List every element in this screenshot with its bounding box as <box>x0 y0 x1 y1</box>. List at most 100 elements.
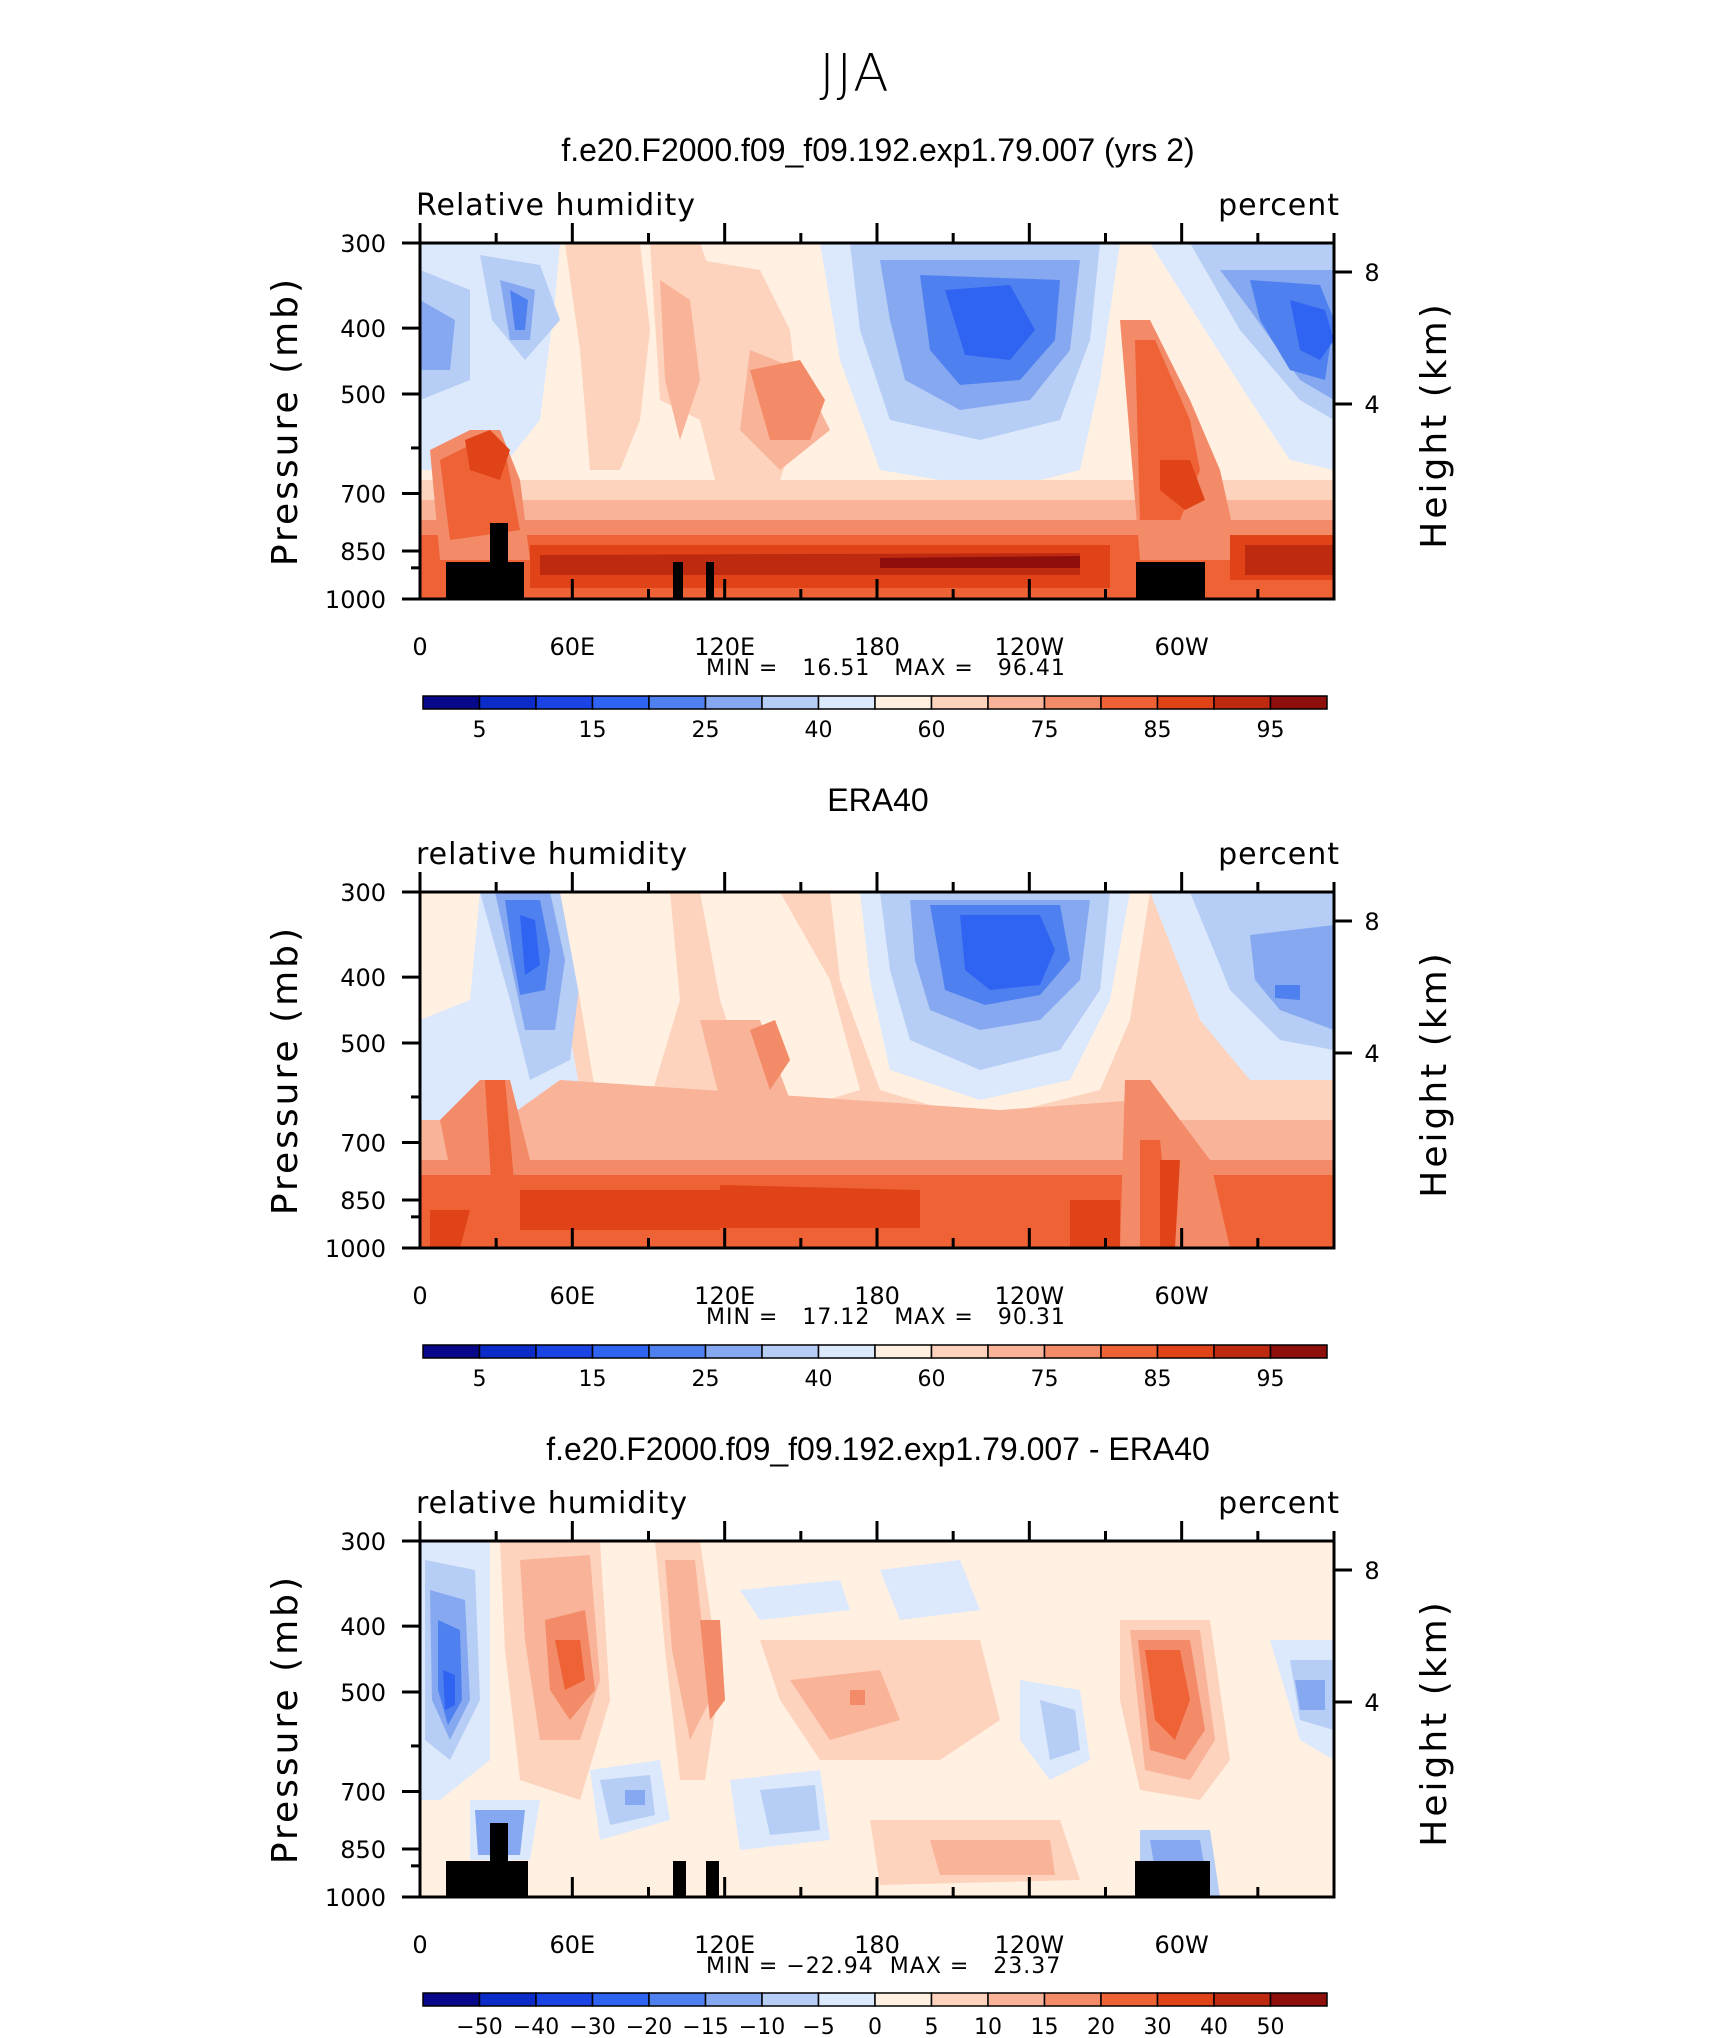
min-value: 16.51 <box>802 656 871 681</box>
contour-field <box>420 892 1334 1248</box>
colorbar-label: 0 <box>868 2015 882 2035</box>
colorbar-label: 75 <box>1031 718 1059 743</box>
colorbar: 5 15 25 40 60 75 85 95 <box>422 695 1328 743</box>
min-label: MIN = <box>706 1305 779 1330</box>
x-tick-label: 0 <box>412 633 427 661</box>
colorbar-label: 60 <box>918 718 946 743</box>
y-axis-title: Pressure (mb) <box>265 925 306 1215</box>
colorbar-label: 20 <box>1087 2015 1115 2035</box>
colorbar-label: 5 <box>925 2015 939 2035</box>
colorbar-label: 10 <box>974 2015 1002 2035</box>
variable-label: relative humidity <box>416 837 689 872</box>
units-label: percent <box>1218 837 1340 872</box>
y2-tick-label: 8 <box>1364 1557 1379 1585</box>
colorbar-label: 40 <box>805 718 833 743</box>
x-tick-label: 0 <box>412 1282 427 1310</box>
y-tick-label: 1000 <box>325 586 386 614</box>
colorbar-label: −10 <box>739 2015 785 2035</box>
x-tick-label: 0 <box>412 1931 427 1959</box>
colorbar-box <box>1269 1344 1328 1359</box>
colorbar-box <box>535 1992 594 2007</box>
max-label: MAX = <box>894 1305 974 1330</box>
y-axis-title: Pressure (mb) <box>265 276 306 566</box>
y2-tick-label: 4 <box>1364 1040 1379 1068</box>
min-label: MIN = <box>706 1954 779 1979</box>
colorbar-label: 15 <box>579 718 607 743</box>
y-tick-label: 500 <box>340 1030 386 1058</box>
contour-plot: 0 60E 120E 180 120W 60W 300 400 500 700 850 1000 8 4 P… <box>265 872 1455 1310</box>
y-tick-label: 1000 <box>325 1884 386 1912</box>
y-tick-label: 850 <box>340 1836 386 1864</box>
min-max-stats: MIN = 16.51 MAX = 96.41 <box>706 656 1066 681</box>
colorbar-label: −30 <box>569 2015 615 2035</box>
colorbar-box <box>591 1992 650 2007</box>
max-value: 96.41 <box>997 656 1066 681</box>
x-tick-label: 60E <box>549 1931 595 1959</box>
colorbar-box <box>704 1992 763 2007</box>
y-tick-label: 400 <box>340 1613 386 1641</box>
colorbar-label: −50 <box>456 2015 502 2035</box>
y2-tick-label: 8 <box>1364 259 1379 287</box>
y-tick-label: 700 <box>340 1779 386 1807</box>
y-tick-label: 500 <box>340 381 386 409</box>
contour-field <box>420 1541 1334 1897</box>
x-tick-label: 180 <box>854 1282 900 1310</box>
colorbar-box <box>1269 695 1328 710</box>
colorbar-box <box>817 1992 876 2007</box>
contour-plot: 0 60E 120E 180 120W 60W 300 400 500 700 850 1000 8 4 P… <box>265 223 1455 661</box>
contour-field <box>420 243 1334 599</box>
panel-title: f.e20.F2000.f09_f09.192.exp1.79.007 - ER… <box>546 1431 1210 1467</box>
x-tick-label: 60E <box>549 1282 595 1310</box>
x-tick-label: 120E <box>694 1931 755 1959</box>
colorbar-label: 15 <box>1031 2015 1059 2035</box>
units-label: percent <box>1218 1486 1340 1521</box>
y-tick-label: 300 <box>340 230 386 258</box>
colorbar-label: 15 <box>579 1367 607 1392</box>
colorbar-label: 60 <box>918 1367 946 1392</box>
y-tick-label: 850 <box>340 538 386 566</box>
x-tick-label: 180 <box>854 1931 900 1959</box>
colorbar-box <box>930 1992 989 2007</box>
max-label: MAX = <box>889 1954 970 1979</box>
variable-label: Relative humidity <box>416 188 696 223</box>
colorbar-box <box>874 1992 933 2007</box>
y-tick-label: 500 <box>340 1679 386 1707</box>
y2-axis-title: Height (km) <box>1414 950 1455 1197</box>
y-axis-title: Pressure (mb) <box>265 1574 306 1864</box>
colorbar-label: 25 <box>692 718 720 743</box>
y2-axis-title: Height (km) <box>1414 1599 1455 1846</box>
colorbar-label: 40 <box>1200 2015 1228 2035</box>
colorbar-label: 5 <box>473 1367 487 1392</box>
x-tick-label: 120E <box>694 1282 755 1310</box>
colorbar: −50 −40 −30 −20 −15 −10 −5 0 5 10 15 20 30 40 50 <box>422 1992 1328 2035</box>
x-tick-label: 60W <box>1155 1282 1209 1310</box>
colorbar-box <box>1156 1992 1215 2007</box>
max-label: MAX = <box>894 656 974 681</box>
y2-axis-title: Height (km) <box>1414 301 1455 548</box>
colorbar-label: 50 <box>1257 2015 1285 2035</box>
colorbar-label: 5 <box>473 718 487 743</box>
units-label: percent <box>1218 188 1340 223</box>
colorbar-box <box>1269 1992 1328 2007</box>
min-max-stats: MIN = 17.12 MAX = 90.31 <box>706 1305 1066 1330</box>
colorbar: 5 15 25 40 60 75 85 95 <box>422 1344 1328 1392</box>
colorbar-label: 85 <box>1144 718 1172 743</box>
colorbar-label: −15 <box>682 2015 728 2035</box>
colorbar-label: 30 <box>1144 2015 1172 2035</box>
y-tick-label: 700 <box>340 481 386 509</box>
colorbar-box <box>1043 1992 1102 2007</box>
colorbar-box <box>478 1992 537 2007</box>
min-label: MIN = <box>706 656 779 681</box>
x-tick-label: 120W <box>995 1282 1065 1310</box>
variable-label: relative humidity <box>416 1486 689 1521</box>
colorbar-label: −20 <box>626 2015 672 2035</box>
colorbar-box <box>1100 1992 1159 2007</box>
y2-tick-label: 4 <box>1364 1689 1379 1717</box>
x-tick-label: 120E <box>694 633 755 661</box>
x-tick-label: 120W <box>995 1931 1065 1959</box>
y-tick-label: 400 <box>340 315 386 343</box>
page-title: JJA <box>819 44 891 104</box>
colorbar-label: 40 <box>805 1367 833 1392</box>
colorbar-label: 75 <box>1031 1367 1059 1392</box>
